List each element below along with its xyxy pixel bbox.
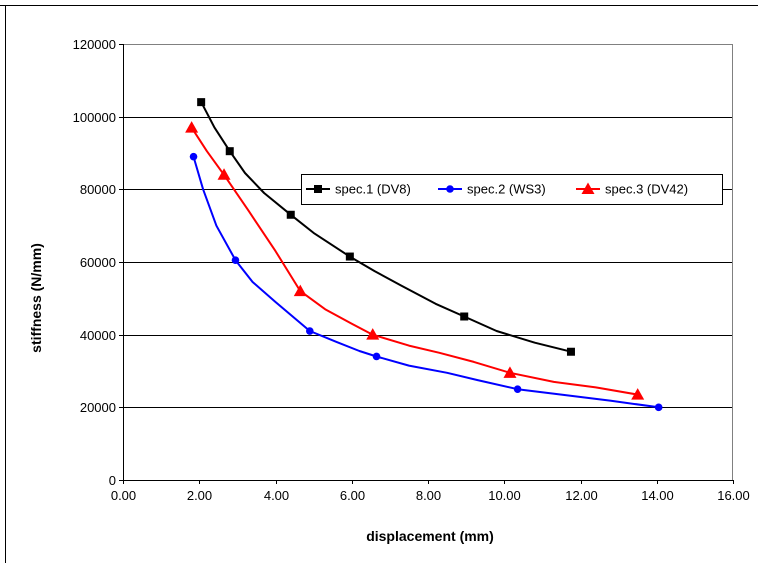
y-tick-label: 40000 <box>80 328 116 343</box>
data-point-square <box>197 98 206 107</box>
series-line <box>190 126 639 396</box>
legend-swatch-marker <box>446 185 454 193</box>
series-1 <box>197 98 575 356</box>
legend-label: spec.3 (DV42) <box>605 182 688 197</box>
y-tick-label: 100000 <box>73 110 116 125</box>
x-tick-label: 10.00 <box>488 488 521 503</box>
data-point-circle <box>654 403 663 412</box>
x-tick-label: 0.00 <box>111 488 136 503</box>
x-tick-label: 8.00 <box>416 488 441 503</box>
data-point-triangle <box>366 328 380 340</box>
data-point-square <box>460 312 469 321</box>
data-point-triangle <box>631 388 645 400</box>
data-point-square <box>345 252 354 261</box>
x-tick-label: 2.00 <box>187 488 212 503</box>
x-tick-label: 16.00 <box>717 488 750 503</box>
series-group <box>185 98 663 412</box>
series-3 <box>185 121 645 400</box>
legend-entry: spec.1 (DV8) <box>306 182 411 197</box>
data-point-circle <box>189 152 198 161</box>
series-line <box>192 155 660 409</box>
axes: 0 20000 40000 60000 80000 100000 120000 0.00 2.0… <box>73 37 750 503</box>
data-point-circle <box>513 385 522 393</box>
x-axis-title: displacement (mm) <box>366 528 494 544</box>
legend-swatch-marker <box>314 185 322 193</box>
legend-label: spec.2 (WS3) <box>467 182 546 197</box>
y-tick-label: 80000 <box>80 182 116 197</box>
data-point-square <box>286 210 295 219</box>
series-2 <box>189 152 663 412</box>
x-tick-label: 12.00 <box>565 488 598 503</box>
x-tick-label: 6.00 <box>340 488 365 503</box>
data-point-square <box>566 347 575 356</box>
legend-box <box>301 174 723 205</box>
y-tick-label: 60000 <box>80 255 116 270</box>
legend-entry: spec.3 (DV42) <box>576 182 688 197</box>
legend: spec.1 (DV8) spec.2 (WS3) spec.3 (DV42) <box>301 174 723 205</box>
y-tick-label: 20000 <box>80 400 116 415</box>
y-tick-label: 0 <box>109 473 116 488</box>
y-tick-label: 120000 <box>73 37 116 52</box>
data-point-triangle <box>217 168 231 180</box>
legend-entry: spec.2 (WS3) <box>438 182 546 197</box>
data-point-circle <box>231 256 240 264</box>
x-tick-label: 4.00 <box>264 488 289 503</box>
legend-swatch-marker <box>581 182 595 194</box>
data-point-triangle <box>503 366 517 378</box>
data-point-circle <box>372 352 381 361</box>
data-point-square <box>225 147 234 156</box>
data-point-triangle <box>185 121 199 133</box>
x-tick-label: 14.00 <box>641 488 674 503</box>
data-point-triangle <box>293 284 307 297</box>
legend-label: spec.1 (DV8) <box>335 182 411 197</box>
data-point-circle <box>306 327 314 335</box>
y-axis-title: stiffness (N/mm) <box>28 243 44 353</box>
